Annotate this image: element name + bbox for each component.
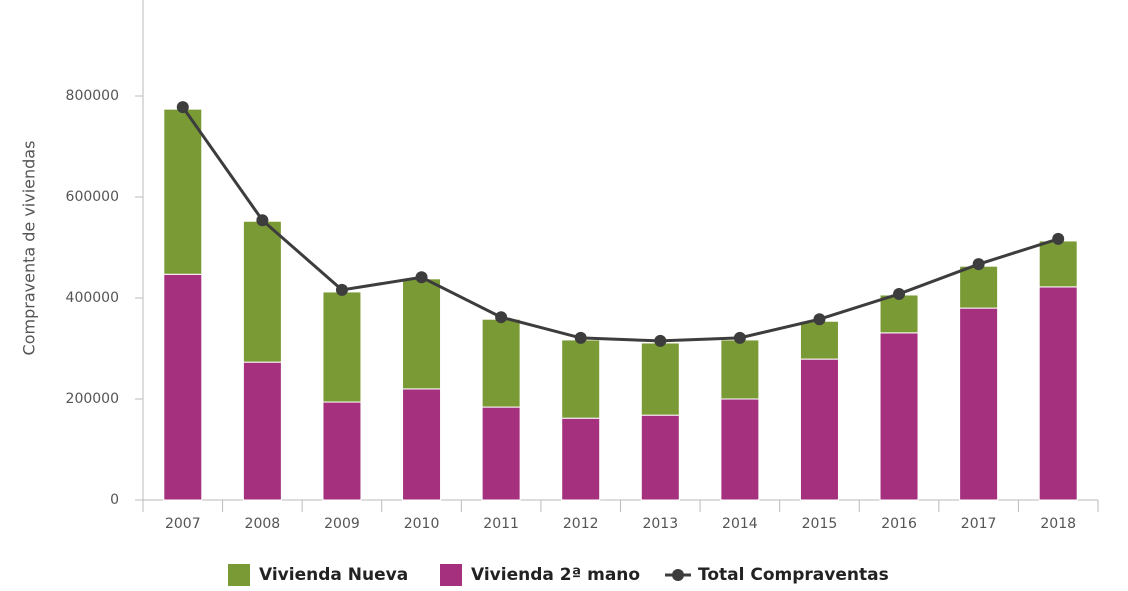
x-tick-label: 2009 [324,516,360,532]
y-tick-label: 600000 [66,189,119,205]
bar [561,339,601,419]
bar [242,361,282,501]
line-point [335,283,348,296]
x-tick-label: 2011 [483,516,519,532]
bar [959,265,999,309]
bar [481,406,521,501]
x-tick-label: 2013 [642,516,678,532]
y-tick-label: 200000 [66,391,119,407]
legend-label: Vivienda Nueva [259,565,408,585]
bar [242,220,282,363]
bar [322,291,362,403]
bar [959,307,999,501]
bar [1038,240,1078,288]
x-tick-label: 2007 [165,516,201,532]
line-point [654,334,667,347]
bar [402,278,442,390]
bar [720,339,760,400]
line-point [256,214,269,227]
y-tick-label: 0 [110,492,119,508]
bar [1038,286,1078,501]
line-point [415,271,428,284]
legend-dot [672,569,684,581]
x-tick-label: 2016 [881,516,917,532]
bar [879,332,919,501]
bar [799,320,839,360]
x-tick-label: 2014 [722,516,758,532]
line-point [733,331,746,344]
x-tick-label: 2015 [802,516,838,532]
x-tick-label: 2017 [961,516,997,532]
y-tick-label: 800000 [66,88,119,104]
y-tick-label: 1000000 [57,0,119,3]
x-tick-label: 2012 [563,516,599,532]
bar [720,398,760,501]
bar [481,318,521,408]
x-tick-label: 2018 [1040,516,1076,532]
bar [402,388,442,501]
bar [640,414,680,501]
bar [163,273,203,501]
y-axis-label: Compraventa de viviendas [20,141,39,356]
x-tick-label: 2010 [404,516,440,532]
bar [561,417,601,501]
legend-label: Vivienda 2ª mano [471,565,640,585]
legend-swatch [440,564,462,586]
line [181,106,1059,343]
bar [640,342,680,416]
x-tick-label: 2008 [245,516,281,532]
line-point [813,313,826,326]
bar [799,358,839,501]
legend-swatch [228,564,250,586]
line-point [893,287,906,300]
line-point [1052,232,1065,245]
line-point [176,101,189,114]
legend-label: Total Compraventas [698,565,889,585]
bar [879,294,919,334]
line-point [495,311,508,324]
y-tick-label: 400000 [66,290,119,306]
line-point [972,258,985,271]
line-point [574,331,587,344]
bar [322,401,362,501]
bar [163,108,203,275]
